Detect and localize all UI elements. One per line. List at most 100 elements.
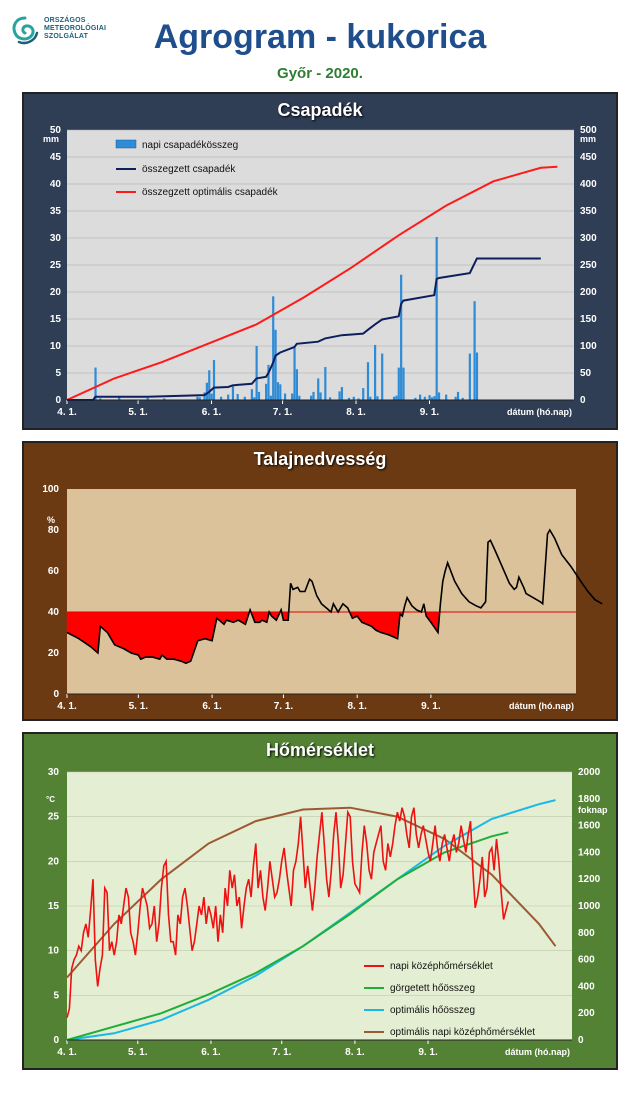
- precip-xtick-label: 9. 1.: [420, 407, 440, 418]
- precip-xlabel: dátum (hó.nap): [507, 407, 572, 417]
- precip-bar: [428, 395, 431, 400]
- precip-bar: [99, 398, 102, 400]
- temp-panel: Hőmérséklet 0 5 10 15 20 25 30 0 200 400 600 800 100…: [22, 732, 618, 1070]
- precip-ytick-right: 400: [580, 179, 597, 190]
- precip-bar: [397, 367, 400, 400]
- temp-xtick-label: 7. 1.: [272, 1047, 292, 1058]
- precip-xtick-label: 8. 1.: [346, 407, 366, 418]
- temp-ytick-left: 30: [48, 767, 60, 778]
- precip-bar: [402, 367, 405, 400]
- soil-chart: 0 20 40 60 80 100% 4. 1. 5. 1. 6. 1. 7. 1. 8. 1. 9.…: [42, 484, 603, 712]
- precip-xtick-label: 4. 1.: [57, 407, 77, 418]
- temp-ytick-right: 1000: [578, 901, 601, 912]
- precip-ytick-right: 200: [580, 287, 597, 298]
- precip-bar: [366, 362, 370, 400]
- soil-ytick: 0: [53, 689, 59, 700]
- temp-ytick-left: 25: [48, 812, 60, 823]
- precip-bar: [419, 394, 422, 400]
- precip-bar: [298, 395, 301, 400]
- soil-ytick: 40: [48, 607, 60, 618]
- precip-bar: [362, 388, 365, 400]
- precip-bar: [203, 392, 206, 400]
- temp-xlabel: dátum (hó.nap): [505, 1047, 570, 1057]
- precip-bar: [212, 360, 216, 400]
- precip-bar: [146, 397, 149, 400]
- soil-plot-area: [67, 489, 576, 694]
- precip-ytick-left: 50: [50, 125, 62, 136]
- precip-bar: [435, 236, 438, 400]
- precip-bar: [423, 396, 426, 400]
- header: ORSZÁGOS METEOROLÓGIAI SZOLGÁLAT Agrogra…: [0, 0, 640, 90]
- legend-cumulative-label: összegzett csapadék: [142, 164, 236, 175]
- precip-bar: [205, 382, 208, 400]
- logo-swirl-icon: [12, 16, 39, 45]
- precip-ytick-right: 150: [580, 314, 597, 325]
- precip-bar: [267, 364, 270, 400]
- precip-ytick-left: 20: [50, 287, 62, 298]
- precip-ytick-right: 100: [580, 341, 597, 352]
- daily-mean-temp-line: [66, 807, 510, 1018]
- precip-bar: [395, 395, 398, 400]
- precip-xtick-label: 7. 1.: [273, 407, 293, 418]
- page-subtitle: Győr - 2020.: [277, 65, 363, 82]
- soil-xtick-label: 7. 1.: [274, 701, 294, 712]
- precip-bar: [328, 397, 332, 400]
- precip-bar: [340, 387, 344, 400]
- precip-xtick-label: 5. 1.: [128, 407, 148, 418]
- precip-bar: [461, 397, 464, 400]
- temp-ytick-left: 5: [53, 990, 59, 1001]
- precip-bar: [376, 396, 379, 400]
- precip-bar: [250, 389, 253, 400]
- precip-bar: [312, 391, 315, 400]
- precip-title: Csapadék: [277, 100, 363, 120]
- precip-bar: [475, 352, 479, 400]
- precip-ylabel-left: mm: [43, 134, 59, 144]
- soil-xlabel: dátum (hó.nap): [509, 701, 574, 711]
- temp-xtick-label: 9. 1.: [418, 1047, 438, 1058]
- precip-bar: [219, 396, 223, 400]
- precip-bar: [317, 378, 320, 400]
- precip-bar: [291, 393, 294, 400]
- temp-xtick-label: 8. 1.: [345, 1047, 365, 1058]
- page-title: Agrogram - kukorica: [153, 18, 487, 56]
- precip-bar: [433, 396, 436, 400]
- precip-bar: [468, 353, 471, 400]
- precip-bar: [295, 369, 299, 400]
- temp-ytick-left: 15: [48, 901, 60, 912]
- precip-bar: [430, 397, 434, 400]
- precip-bar: [276, 382, 280, 400]
- precip-ytick-left: 30: [50, 233, 62, 244]
- precip-bar: [357, 398, 360, 400]
- temp-xtick-label: 4. 1.: [57, 1047, 77, 1058]
- precip-bar: [265, 383, 268, 400]
- precip-bar: [338, 391, 341, 400]
- soil-panel: Talajnedvesség 0 20 40 60 80 100% 4. 1. 5. 1. 6.…: [22, 441, 618, 721]
- precip-bar: [437, 392, 441, 400]
- rolling-heat-sum-line: [66, 831, 509, 1041]
- precip-bar: [253, 397, 256, 400]
- precip-bar: [381, 353, 384, 400]
- precip-ytick-right: 350: [580, 206, 597, 217]
- precip-ytick-left: 0: [55, 395, 61, 406]
- soil-xtick-label: 9. 1.: [421, 701, 441, 712]
- precip-bar: [293, 347, 296, 400]
- soil-ytick: 100: [42, 484, 59, 495]
- temp-title: Hőmérséklet: [265, 740, 375, 760]
- precip-ytick-right: 300: [580, 233, 597, 244]
- temp-ytick-right: 1200: [578, 874, 601, 885]
- temp-xtick-label: 6. 1.: [201, 1047, 221, 1058]
- precip-ytick-left: 35: [50, 206, 62, 217]
- legend-daily-label: napi középhőmérséklet: [390, 961, 493, 972]
- precip-bar: [400, 274, 403, 400]
- precip-bar: [279, 384, 282, 400]
- cumulative-precip-line: [67, 257, 541, 401]
- precip-bar: [373, 344, 377, 400]
- temp-ytick-right: 800: [578, 928, 595, 939]
- precip-bar: [163, 398, 166, 400]
- temp-ytick-right: 1800: [578, 794, 601, 805]
- precip-panel: Csapadék 0 5 10 15 20 25 30 35 40 45 50 0 50 100 150 20…: [22, 92, 618, 430]
- precip-ytick-right: 250: [580, 260, 597, 271]
- precip-bar: [352, 396, 355, 400]
- precip-bar: [243, 396, 246, 400]
- precip-ytick-right: 0: [580, 395, 586, 406]
